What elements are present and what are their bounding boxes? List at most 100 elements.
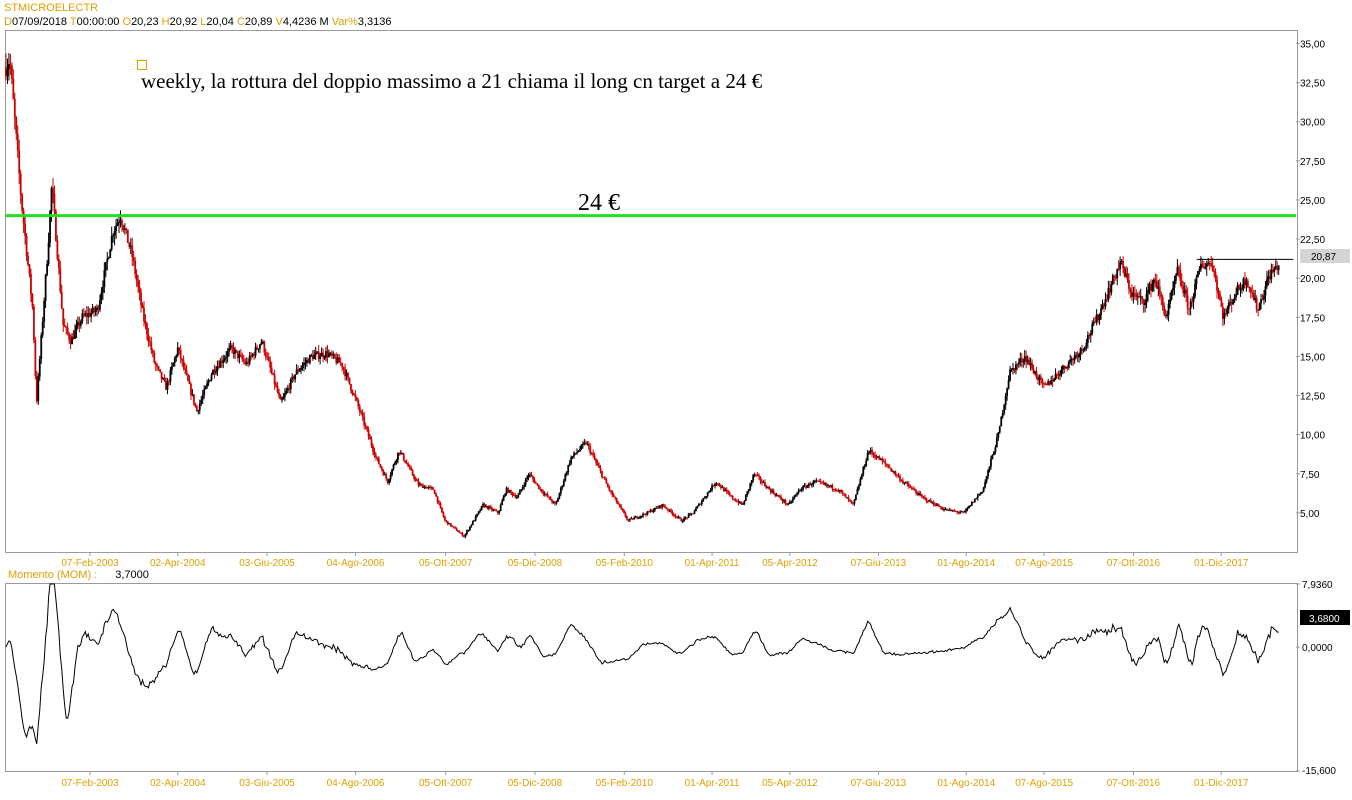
candle-body xyxy=(225,356,228,359)
candle-body xyxy=(543,493,546,495)
candle-body xyxy=(1059,374,1061,376)
candle-body xyxy=(891,470,894,472)
candle-body xyxy=(124,228,126,230)
candle-body xyxy=(182,360,185,368)
candle-body xyxy=(835,490,838,492)
candle-body xyxy=(304,362,307,364)
candle-body xyxy=(358,406,361,412)
candle-body xyxy=(219,360,222,368)
candle-body xyxy=(1067,362,1070,368)
candle-body xyxy=(1175,275,1177,281)
candle-body xyxy=(94,310,97,312)
momentum-x-tick-label: 05-Ott-2007 xyxy=(419,778,473,789)
candle-body xyxy=(965,509,967,512)
candle-body xyxy=(746,491,749,496)
candle-body xyxy=(247,362,250,364)
candle-body xyxy=(1120,260,1123,263)
candle-body xyxy=(458,531,461,533)
candle-body xyxy=(407,464,410,467)
candle-body xyxy=(722,487,725,492)
candle-body xyxy=(1108,288,1111,293)
candle-body xyxy=(662,504,665,507)
momentum-x-tick-label: 01-Dic-2017 xyxy=(1194,778,1249,789)
candle-body xyxy=(470,524,473,527)
candle-body xyxy=(1201,263,1204,267)
candle-body xyxy=(264,352,267,357)
candle-body xyxy=(872,453,875,455)
candle-body xyxy=(1167,303,1170,315)
candle-body xyxy=(213,369,216,374)
candle-body xyxy=(37,376,40,402)
candle-body xyxy=(386,478,389,483)
candle-body xyxy=(223,358,226,361)
candle-body xyxy=(231,345,233,348)
candle-body xyxy=(1048,381,1051,385)
candle-body xyxy=(253,354,255,356)
candle-body xyxy=(143,307,145,322)
candle-body xyxy=(13,98,16,118)
candle-body xyxy=(734,499,737,502)
candle-body xyxy=(1267,276,1270,280)
momentum-header: Momento (MOM) :3,7000 xyxy=(8,569,149,581)
candle-body xyxy=(24,223,26,236)
candle-body xyxy=(128,242,131,247)
candle-body xyxy=(799,490,802,492)
candle-body xyxy=(1195,277,1198,285)
candle-body xyxy=(429,486,432,488)
candle-body xyxy=(364,425,367,427)
candle-body xyxy=(41,321,44,336)
candle-body xyxy=(1038,376,1041,381)
candle-body xyxy=(217,366,220,368)
candle-body xyxy=(515,497,518,499)
candle-body xyxy=(435,494,437,497)
candle-body xyxy=(1161,297,1164,306)
candle-body xyxy=(559,487,562,494)
candle-body xyxy=(159,369,162,372)
candle-body xyxy=(587,443,590,447)
candle-body xyxy=(56,240,59,259)
candle-body xyxy=(593,455,596,460)
candle-body xyxy=(1028,359,1031,365)
price-y-tick-label: 25,00 xyxy=(1300,196,1325,207)
candle-body xyxy=(954,510,957,512)
candle-body xyxy=(1160,293,1163,298)
candle-body xyxy=(220,360,223,363)
candle-body xyxy=(665,507,668,509)
price-y-tick-label: 17,50 xyxy=(1300,313,1325,324)
candle-body xyxy=(570,457,573,464)
candle-body xyxy=(944,509,947,511)
candle-body xyxy=(699,503,702,505)
candle-body xyxy=(1163,305,1166,315)
momentum-x-tick-label: 07-Feb-2003 xyxy=(61,778,119,789)
candle-body xyxy=(752,474,755,481)
candle-body xyxy=(818,481,821,483)
candle-body xyxy=(1088,335,1091,337)
candle-body xyxy=(518,491,521,495)
candle-body xyxy=(1153,279,1155,284)
candle-body xyxy=(1246,280,1249,288)
candle-body xyxy=(166,381,169,390)
candle-body xyxy=(192,394,195,404)
candle-body xyxy=(313,354,316,360)
candle-body xyxy=(408,466,411,468)
varpct-value: 3,3136 xyxy=(357,16,392,28)
candle-body xyxy=(1145,293,1148,303)
candle-body xyxy=(116,222,119,226)
candle-body xyxy=(468,526,471,531)
candle-body xyxy=(1276,265,1279,270)
candle-body xyxy=(404,460,407,463)
candle-body xyxy=(1210,262,1213,266)
candle-body xyxy=(82,313,85,316)
candle-body xyxy=(1238,285,1240,290)
candle-body xyxy=(815,480,818,482)
candle-body xyxy=(399,452,402,454)
candle-body xyxy=(389,474,392,480)
candle-body xyxy=(768,487,771,490)
candle-body xyxy=(834,489,837,491)
candle-body xyxy=(156,365,159,367)
candle-body xyxy=(562,480,565,486)
candle-body xyxy=(712,485,715,487)
candle-body xyxy=(700,501,703,505)
candle-body xyxy=(338,357,341,363)
